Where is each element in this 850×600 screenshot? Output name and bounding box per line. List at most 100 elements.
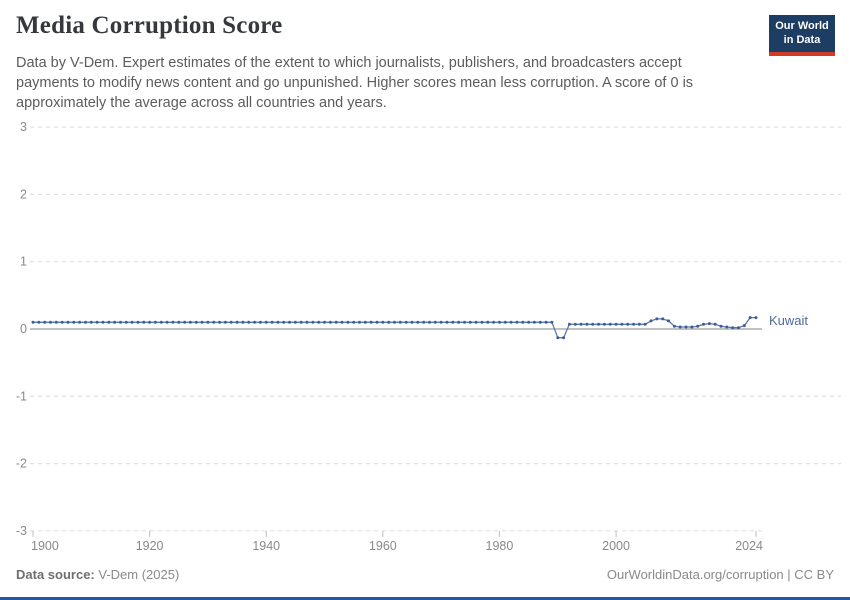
data-point[interactable]: [614, 322, 618, 326]
data-point[interactable]: [684, 325, 688, 329]
data-point[interactable]: [369, 320, 373, 324]
data-point[interactable]: [532, 320, 536, 324]
data-point[interactable]: [445, 320, 449, 324]
data-line-kuwait[interactable]: [33, 316, 756, 339]
data-point[interactable]: [521, 320, 525, 324]
data-point[interactable]: [136, 320, 140, 324]
data-point[interactable]: [200, 320, 204, 324]
owid-logo[interactable]: Our World in Data: [769, 15, 835, 56]
data-point[interactable]: [538, 320, 542, 324]
data-point[interactable]: [433, 320, 437, 324]
data-point[interactable]: [597, 322, 601, 326]
data-point[interactable]: [317, 320, 321, 324]
data-point[interactable]: [585, 322, 589, 326]
data-point[interactable]: [264, 320, 268, 324]
data-point[interactable]: [480, 320, 484, 324]
data-point[interactable]: [742, 324, 746, 328]
data-point[interactable]: [550, 320, 554, 324]
data-point[interactable]: [223, 320, 227, 324]
data-point[interactable]: [707, 322, 711, 326]
data-point[interactable]: [486, 320, 490, 324]
data-point[interactable]: [725, 325, 729, 329]
data-point[interactable]: [101, 320, 105, 324]
data-point[interactable]: [503, 320, 507, 324]
data-point[interactable]: [60, 320, 64, 324]
data-point[interactable]: [194, 320, 198, 324]
data-point[interactable]: [649, 319, 653, 323]
data-point[interactable]: [293, 320, 297, 324]
data-point[interactable]: [31, 320, 35, 324]
data-point[interactable]: [153, 320, 157, 324]
data-point[interactable]: [270, 320, 274, 324]
data-point[interactable]: [340, 320, 344, 324]
data-point[interactable]: [474, 320, 478, 324]
data-point[interactable]: [241, 320, 245, 324]
data-point[interactable]: [643, 322, 647, 326]
data-point[interactable]: [602, 322, 606, 326]
data-point[interactable]: [323, 320, 326, 324]
data-point[interactable]: [183, 320, 187, 324]
data-point[interactable]: [404, 320, 408, 324]
data-point[interactable]: [258, 320, 262, 324]
data-point[interactable]: [206, 320, 210, 324]
data-point[interactable]: [148, 320, 152, 324]
data-point[interactable]: [416, 320, 420, 324]
data-point[interactable]: [567, 322, 571, 326]
data-point[interactable]: [632, 322, 636, 326]
data-point[interactable]: [457, 320, 461, 324]
data-point[interactable]: [527, 320, 531, 324]
data-point[interactable]: [637, 322, 641, 326]
data-point[interactable]: [188, 320, 192, 324]
data-point[interactable]: [690, 325, 694, 329]
data-point[interactable]: [159, 320, 163, 324]
data-point[interactable]: [375, 320, 379, 324]
data-point[interactable]: [119, 320, 122, 324]
data-point[interactable]: [422, 320, 426, 324]
data-point[interactable]: [84, 320, 87, 324]
data-point[interactable]: [451, 320, 455, 324]
data-point[interactable]: [439, 320, 443, 324]
data-point[interactable]: [113, 320, 117, 324]
data-point[interactable]: [737, 326, 740, 330]
data-point[interactable]: [352, 320, 356, 324]
data-point[interactable]: [218, 320, 222, 324]
data-point[interactable]: [171, 320, 175, 324]
data-point[interactable]: [591, 322, 595, 326]
data-point[interactable]: [387, 320, 391, 324]
data-point[interactable]: [719, 324, 723, 328]
data-point[interactable]: [661, 317, 665, 321]
data-point[interactable]: [468, 320, 472, 324]
data-point[interactable]: [544, 320, 548, 324]
data-point[interactable]: [37, 320, 41, 324]
data-point[interactable]: [328, 320, 332, 324]
data-point[interactable]: [358, 320, 361, 324]
data-point[interactable]: [463, 320, 466, 324]
data-point[interactable]: [288, 320, 291, 324]
data-point[interactable]: [556, 336, 560, 340]
data-point[interactable]: [626, 322, 630, 326]
data-point[interactable]: [398, 320, 402, 324]
data-point[interactable]: [49, 320, 52, 324]
data-point[interactable]: [655, 317, 659, 321]
data-point[interactable]: [177, 320, 181, 324]
data-point[interactable]: [428, 320, 431, 324]
data-point[interactable]: [235, 320, 239, 324]
data-point[interactable]: [702, 322, 705, 326]
data-point[interactable]: [299, 320, 303, 324]
data-point[interactable]: [731, 326, 735, 330]
data-point[interactable]: [334, 320, 338, 324]
series-label-kuwait[interactable]: Kuwait: [769, 313, 809, 328]
data-point[interactable]: [276, 320, 280, 324]
data-point[interactable]: [311, 320, 315, 324]
data-point[interactable]: [130, 320, 134, 324]
data-point[interactable]: [247, 320, 251, 324]
data-point[interactable]: [253, 320, 257, 324]
data-point[interactable]: [620, 322, 624, 326]
data-point[interactable]: [66, 320, 70, 324]
data-point[interactable]: [124, 320, 128, 324]
data-point[interactable]: [346, 320, 350, 324]
data-point[interactable]: [54, 320, 58, 324]
data-point[interactable]: [78, 320, 82, 324]
data-point[interactable]: [696, 324, 700, 328]
data-point[interactable]: [305, 320, 309, 324]
